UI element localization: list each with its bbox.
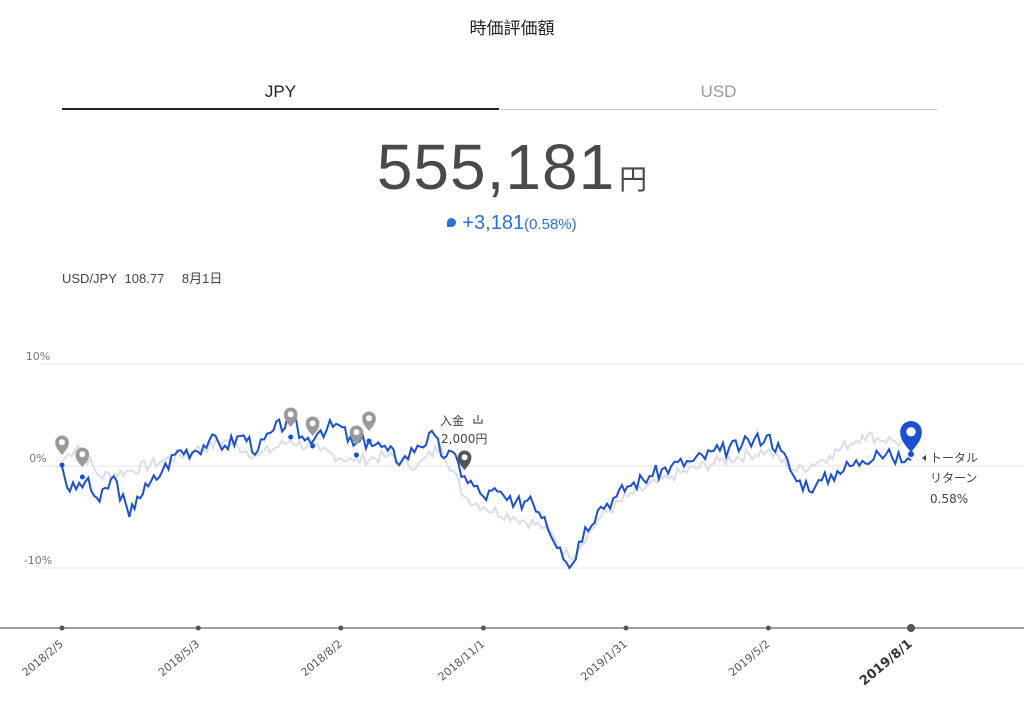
event-dot — [288, 434, 294, 440]
x-tick-label: 2019/8/1 — [857, 637, 916, 689]
change-amount: +3,181 — [462, 212, 525, 234]
deposit-amount: 2,000円 — [441, 432, 487, 446]
y-axis-labels: 10% 0% -10% — [24, 350, 52, 567]
y-tick-label: -10% — [24, 554, 52, 567]
x-tick-dot — [907, 624, 915, 632]
total-return-annotation: トータル リターン 0.58% — [922, 451, 978, 506]
event-dot — [79, 474, 85, 480]
x-tick-label: 2018/8/2 — [299, 637, 345, 679]
fx-pair: USD/JPY — [62, 271, 117, 286]
x-tick-label: 2018/2/5 — [20, 637, 66, 679]
change-marker-icon — [447, 218, 457, 227]
x-tick-label: 2019/1/31 — [578, 637, 630, 683]
change-percent: (0.58%) — [524, 216, 577, 233]
x-tick-dot — [623, 625, 629, 631]
valuation-unit: 円 — [619, 163, 648, 196]
map-pin-icon[interactable] — [900, 421, 922, 453]
chart-grid — [40, 363, 1024, 569]
map-pin-icon[interactable] — [305, 416, 320, 436]
x-tick-dot — [480, 625, 486, 631]
current-point — [908, 451, 914, 458]
fx-rate: 108.77 — [124, 271, 165, 286]
x-tick-label: 2018/11/1 — [436, 637, 488, 683]
total-return-label-2: リターン — [930, 471, 977, 485]
total-return-value: 0.58% — [930, 492, 968, 506]
portfolio-series-line — [61, 411, 912, 570]
deposit-annotation[interactable]: 入金 2,000円 — [440, 413, 487, 446]
event-dot — [353, 452, 359, 458]
fx-rate-info: USD/JPY 108.77 8月1日 — [62, 268, 226, 287]
change-display: +3,181(0.58%) — [0, 212, 1024, 235]
map-pin-icon[interactable] — [55, 435, 69, 455]
x-tick-dot — [338, 625, 344, 631]
map-pin-icon[interactable] — [349, 425, 364, 445]
event-dot — [59, 462, 65, 468]
map-pin-icon[interactable] — [283, 407, 298, 427]
y-tick-label: 10% — [26, 350, 50, 363]
map-pin-icon[interactable] — [362, 411, 376, 431]
x-tick-dot — [765, 625, 771, 631]
map-pin-icon[interactable] — [457, 450, 472, 470]
benchmark-series-line — [61, 431, 912, 560]
map-pin-icon[interactable] — [75, 447, 90, 467]
event-dot — [310, 443, 316, 449]
valuation-amount: 555,181 — [376, 131, 616, 203]
fx-date: 8月1日 — [181, 271, 223, 286]
tab-usd[interactable]: USD — [500, 82, 937, 110]
page-title: 時価評価額 — [469, 19, 555, 39]
y-tick-label: 0% — [29, 452, 46, 465]
pointer-left-icon — [922, 455, 926, 461]
x-tick-label: 2018/5/3 — [156, 637, 202, 679]
x-tick-label: 2019/5/2 — [726, 637, 772, 679]
tab-jpy[interactable]: JPY — [62, 82, 499, 110]
deposit-icon — [473, 415, 483, 424]
x-axis: 2018/2/5 2018/5/3 2018/8/2 2018/11/1 2019/1/… — [0, 624, 1024, 689]
deposit-title: 入金 — [440, 413, 464, 428]
event-dot — [366, 438, 372, 444]
x-tick-dot — [195, 625, 201, 631]
event-markers — [55, 407, 922, 480]
currency-tabs: JPY USD — [62, 82, 937, 110]
valuation-display: 555,181 円 — [0, 130, 1024, 204]
x-tick-dot — [59, 625, 65, 631]
total-return-label-1: トータル — [930, 451, 978, 465]
